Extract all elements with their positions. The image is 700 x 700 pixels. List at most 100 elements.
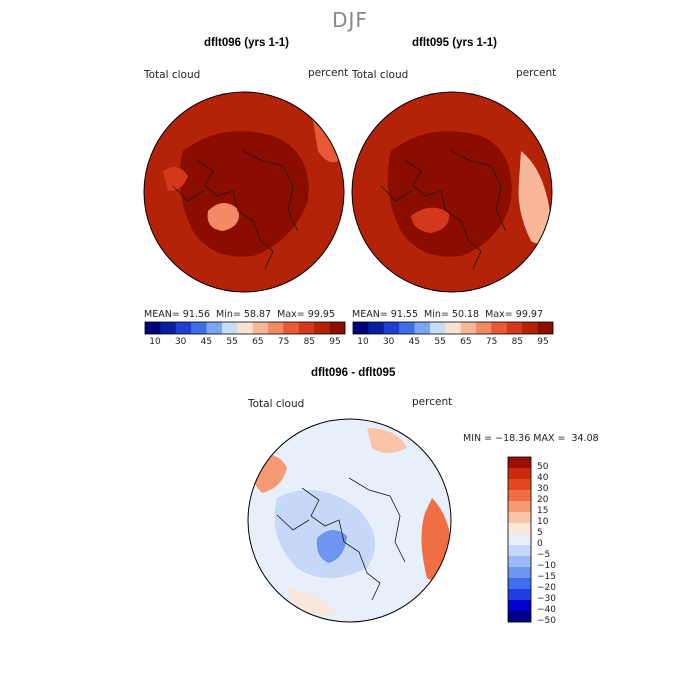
panel-1-colorbar-swatch [314,322,330,334]
panel-1-colorbar-swatch [175,322,192,334]
panel-1-coast-region [313,121,338,163]
panel-2-colorbar-swatch [353,322,369,334]
panel-3-colorbar-tick-label: −50 [537,616,556,626]
panel-3-colorbar-swatch [508,600,531,612]
panel-1-variable-label: Total cloud [144,69,201,81]
panel-2-colorbar-tick-label: 30 [382,337,395,347]
panel-2-max-value: 99.97 [515,309,543,320]
panel-3-colorbar-tick-label: −40 [537,605,556,615]
panel-3-variable-label: Total cloud [248,398,305,410]
panel-3-title: dflt096 - dflt095 [311,367,396,379]
panel-1-units-label: percent [308,67,349,79]
panel-3-colorbar-tick-label: 15 [537,506,549,516]
panel-1-map [143,91,345,293]
panel-1-mid-region [163,167,188,191]
panel-2-colorbar-tick-label: 10 [357,337,369,347]
panel-2-colorbar-swatch [476,322,492,334]
panel-3-colorbar-swatch [508,512,531,524]
panel-2-colorbar-swatch [383,322,400,334]
panel-2-colorbar [352,321,554,335]
panel-3-colorbar-swatch [508,457,531,469]
panel-3-colorbar-swatch [508,490,531,502]
panel-1-colorbar-swatch [329,322,346,334]
panel-2-colorbar-tick-label: 45 [408,337,421,347]
panel-2-light-region [518,151,551,244]
panel-3-colorbar-tick-label: 50 [537,462,549,472]
season-title: DJF [332,8,368,32]
panel-3-colorbar [507,456,532,623]
panel-1-colorbar-swatch [160,322,177,334]
panel-2-colorbar-swatch [537,322,554,334]
panel-3-colorbar-tick-label: −10 [537,561,556,571]
panel-1-colorbar-tick-label: 85 [303,337,316,347]
panel-2-colorbar-tick-label: 75 [485,337,498,347]
panel-2-colorbar-tick-label: 65 [460,337,472,347]
panel-2-colorbar-swatch [522,322,538,334]
panel-3-colorbar-swatch [508,589,531,601]
panel-3-colorbar-swatch [508,556,531,568]
panel-3-colorbar-tick-label: −5 [537,550,551,560]
panel-1-colorbar-frame [144,321,346,335]
panel-2-mean-value: 91.55 [390,309,418,320]
panel-3-range: MIN = −18.36 MAX = 34.08 [463,433,599,444]
panel-3-colorbar-tick-label: 10 [537,517,549,527]
panel-2-min-label: Min= [424,309,449,320]
panel-3-colorbar-swatch [508,545,531,557]
panel-1-colorbar-swatch [221,322,238,334]
panel-3-colorbar-tick-label: 30 [537,484,549,494]
panel-1-colorbar-tick-label: 55 [226,337,238,347]
panel-3-colorbar-swatch [508,479,531,491]
panel-1-colorbar-swatch [252,322,269,334]
panel-3-land-outline [276,477,406,601]
panel-1-light-region [207,202,239,231]
panel-2-colorbar-ticks: 10 30 45 55 65 75 85 95 [353,337,553,349]
panel-1-colorbar [144,321,346,335]
panel-1-colorbar-tick-label: 45 [200,337,213,347]
panel-3-colorbar-swatch [508,578,531,590]
panel-1-title: dflt096 (yrs 1-1) [204,37,290,49]
panel-2-variable-label: Total cloud [352,69,409,81]
panel-3-colorbar-tick-label: 5 [537,528,543,538]
panel-1-mean-label: MEAN= [144,309,180,320]
panel-1-colorbar-swatch [206,322,223,334]
panel-2-mid-region [411,207,450,233]
panel-3-colorbar-swatch [508,611,531,623]
panel-2-colorbar-swatch [491,322,508,334]
panel-3-colorbar-swatch [508,523,531,535]
panel-1-max-value: 99.95 [307,309,335,320]
panel-1-colorbar-tick-label: 95 [329,337,341,347]
panel-3-colorbar-swatch [508,567,531,579]
panel-3-colorbar-swatch [508,468,531,480]
panel-3-colorbar-swatch [508,501,531,513]
panel-3-map [247,418,452,623]
panel-2-colorbar-tick-label: 95 [537,337,549,347]
panel-2-colorbar-frame [352,321,554,335]
panel-1-colorbar-tick-label: 10 [149,337,161,347]
panel-1-land-outline [172,150,299,270]
panel-1-max-label: Max= [277,309,305,320]
panel-2-colorbar-swatch [399,322,415,334]
panel-3-pos-region-3 [367,428,407,453]
panel-2-mean-label: MEAN= [352,309,388,320]
panel-2-colorbar-swatch [429,322,446,334]
panel-1-colorbar-tick-label: 75 [277,337,290,347]
panel-2-units-label: percent [516,67,557,79]
panel-2-colorbar-swatch [460,322,477,334]
panel-1-colorbar-tick-label: 65 [252,337,264,347]
panel-3-pos-region-4 [287,588,337,615]
panel-3-colorbar-tick-label: −20 [537,583,556,593]
panel-3-colorbar-tick-label: −15 [537,572,556,582]
panel-3-colorbar-tick-label: 0 [537,539,543,549]
panel-3-colorbar-tick-label: 40 [537,473,549,483]
panel-2-colorbar-tick-label: 55 [434,337,446,347]
panel-1-stats: MEAN= 91.56 Min= 58.87 Max= 99.95 [144,309,335,320]
panel-1-mean-value: 91.56 [182,309,210,320]
panel-3-colorbar-tick-label: −30 [537,594,556,604]
panel-3-colorbar-swatch [508,534,531,546]
panel-2-colorbar-swatch [445,322,461,334]
panel-2-title: dflt095 (yrs 1-1) [412,37,498,49]
panel-2-stats: MEAN= 91.55 Min= 50.18 Max= 99.97 [352,309,543,320]
panel-1-colorbar-swatch [145,322,161,334]
panel-2-max-label: Max= [485,309,513,320]
panel-1-colorbar-swatch [298,322,315,334]
